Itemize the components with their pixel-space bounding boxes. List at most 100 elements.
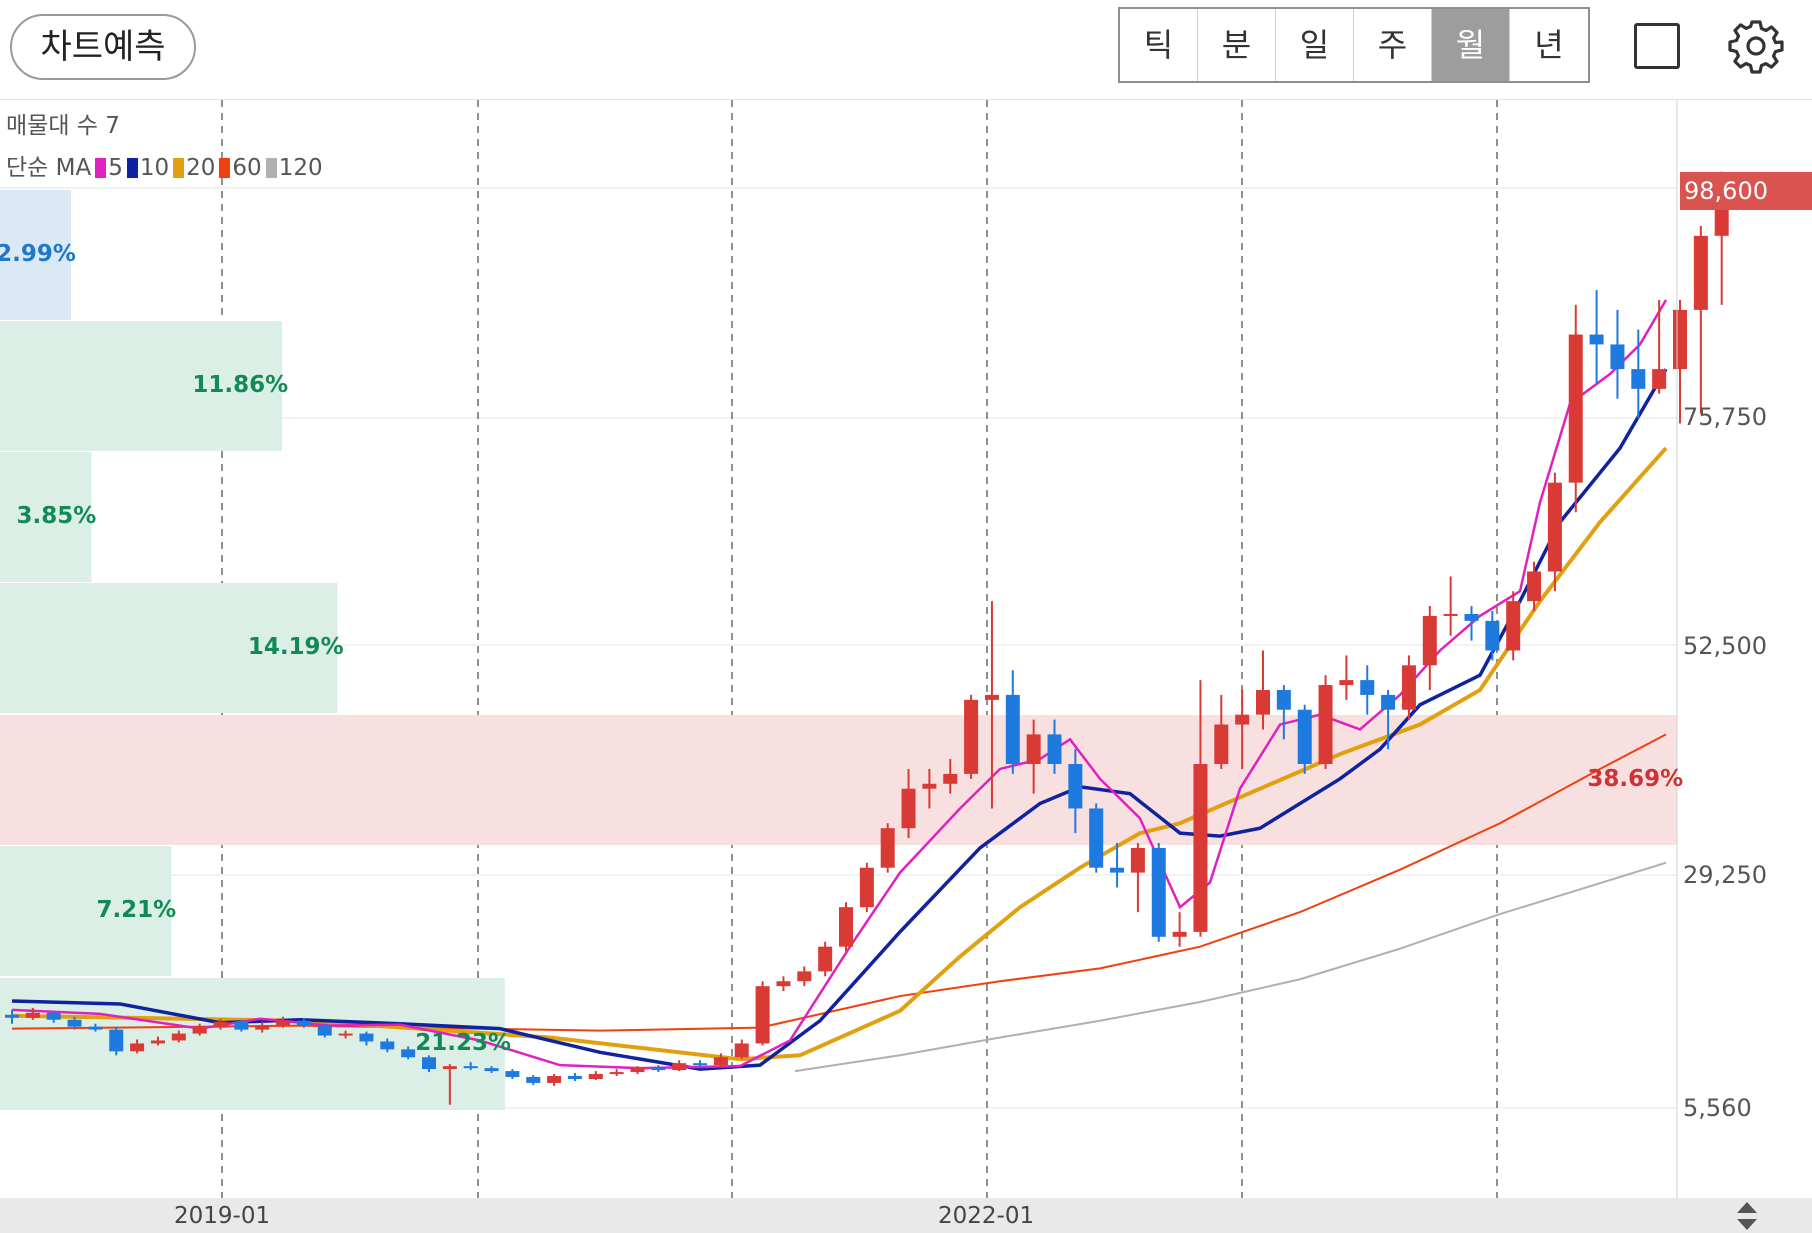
candle-body: [964, 699, 979, 774]
candle-body: [547, 1076, 562, 1083]
ma-5-label: 5: [108, 155, 123, 181]
chart-predict-button[interactable]: 차트예측: [10, 14, 196, 80]
ma-20-line: [11, 446, 1668, 1062]
candle-body: [693, 1063, 708, 1066]
candle-body: [1068, 764, 1083, 809]
ma-10-swatch: [126, 158, 138, 178]
time-axis-label: 2022-01: [938, 1203, 1035, 1229]
ma-60-label: 60: [232, 155, 262, 181]
candle-body: [463, 1066, 478, 1069]
volume-profile-pct: 3.85%: [16, 503, 97, 529]
candle-body: [46, 1012, 61, 1020]
candle-body: [234, 1021, 249, 1030]
candle-body: [1297, 709, 1312, 765]
ma-5-swatch: [95, 158, 107, 178]
candle-body: [1693, 235, 1708, 310]
candle-body: [276, 1020, 291, 1026]
ma-60-swatch: [219, 158, 231, 178]
candle-body: [1318, 685, 1333, 765]
ma-120-swatch: [265, 158, 277, 178]
volume-profile-pct: 11.86%: [192, 372, 289, 398]
ma-10-label: 10: [139, 155, 170, 181]
volume-profile-label: 매물대 수 7: [6, 113, 120, 139]
candle-body: [630, 1068, 645, 1073]
candle-body: [1443, 613, 1458, 616]
candle-body: [567, 1076, 582, 1079]
price-axis-label: 29,250: [1683, 861, 1767, 889]
fullscreen-square-icon[interactable]: [1634, 23, 1680, 69]
candle-body: [1193, 764, 1208, 932]
volume-profile-bar: [0, 190, 72, 320]
volume-profile-bar: [0, 452, 92, 582]
candle-body: [818, 946, 833, 972]
candle-body: [109, 1029, 124, 1052]
candle-body: [1256, 689, 1270, 715]
candle-body: [505, 1071, 520, 1078]
candle-body: [1047, 734, 1062, 765]
candle-body: [1485, 620, 1500, 651]
candle-body: [1005, 694, 1020, 765]
current-price-tag: 98,600: [1680, 172, 1812, 210]
volume-profile-legend: 매물대 수 7: [6, 106, 120, 140]
candle-body: [672, 1063, 687, 1071]
ma-60-line: [11, 733, 1667, 1032]
candle-body: [1172, 931, 1187, 937]
candle-body: [422, 1057, 436, 1070]
volume-profile-pct: 7.21%: [96, 897, 177, 923]
ma-20-label: 20: [186, 155, 216, 181]
candle-body: [1381, 694, 1396, 710]
tab-minute[interactable]: 분: [1198, 9, 1276, 81]
candle-body: [192, 1027, 207, 1034]
gear-icon[interactable]: [1726, 16, 1786, 76]
time-axis[interactable]: [0, 1198, 1812, 1233]
tab-tick[interactable]: 틱: [1120, 9, 1198, 81]
candle-body: [922, 783, 937, 789]
candle-body: [839, 907, 853, 947]
volume-profile-bar: [0, 846, 172, 976]
candle-body: [1276, 689, 1291, 710]
candle-body: [1631, 369, 1646, 389]
candle-body: [380, 1041, 395, 1050]
candle-body: [150, 1040, 165, 1044]
candle-body: [1110, 867, 1125, 873]
volume-profile-pct: 14.19%: [247, 634, 344, 660]
time-axis-label: 2019-01: [174, 1203, 271, 1229]
chart-toolbar: 차트예측 틱 분 일 주 월 년: [0, 0, 1812, 100]
volume-profile-pct: 21.23%: [415, 1030, 512, 1056]
ma-20-swatch: [173, 158, 185, 178]
scale-arrows-icon[interactable]: [1730, 1199, 1764, 1233]
candle-body: [943, 773, 958, 784]
candle-body: [255, 1025, 270, 1030]
candle-body: [130, 1043, 145, 1052]
tab-year[interactable]: 년: [1534, 26, 1564, 64]
volume-profile-bar: [0, 583, 338, 713]
candle-body: [484, 1068, 499, 1072]
candle-body: [755, 986, 770, 1044]
candle-body: [776, 981, 791, 987]
ma-label: 단순 MA: [6, 155, 92, 181]
candle-body: [1589, 334, 1604, 345]
price-axis-label: 5,560: [1683, 1094, 1752, 1122]
candle-body: [1547, 482, 1562, 572]
candle-body: [1235, 714, 1250, 725]
volume-profile-bar: [0, 978, 505, 1110]
candle-body: [984, 694, 999, 700]
tab-day[interactable]: 일: [1276, 9, 1354, 81]
tab-month[interactable]: 월: [1432, 9, 1510, 81]
ma-legend: 단순 MA 5 10 20 60 120: [6, 148, 323, 182]
period-tab-group: 틱 분 일 주 월 년: [1118, 7, 1590, 83]
candle-body: [588, 1074, 603, 1079]
price-axis-label: 75,750: [1683, 403, 1767, 431]
candle-body: [88, 1026, 103, 1030]
volume-profile-pct: 38.69%: [1587, 766, 1684, 792]
candle-body: [1527, 571, 1542, 602]
candle-body: [171, 1033, 186, 1041]
candle-body: [1339, 680, 1354, 686]
price-axis-label: 52,500: [1683, 632, 1767, 660]
candle-body: [338, 1033, 353, 1036]
candle-body: [442, 1066, 457, 1070]
candle-body: [401, 1049, 416, 1058]
tab-week[interactable]: 주: [1354, 9, 1432, 81]
price-chart[interactable]: [0, 0, 1812, 1198]
candle-body: [1401, 665, 1416, 710]
